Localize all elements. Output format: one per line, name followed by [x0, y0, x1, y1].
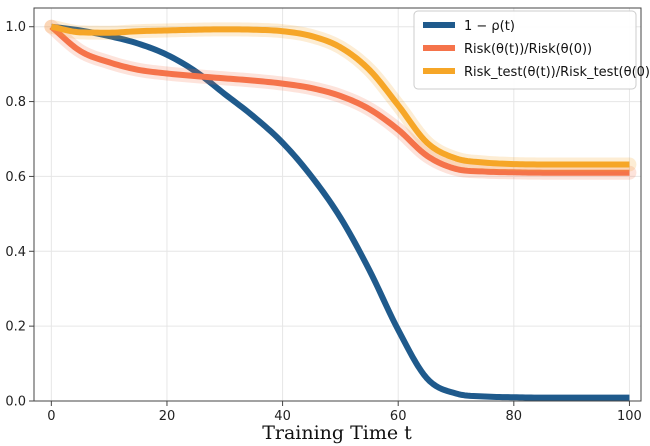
legend: 1 − ρ(t) Risk(θ(t))/Risk(θ(0)) Risk_test…: [413, 10, 650, 90]
x-tick-label: 40: [274, 409, 291, 424]
x-tick-label: 0: [47, 409, 55, 424]
series-1-line: [50, 23, 630, 401]
ticks: 0 20 40 60 80 100 0.0 0.2 0.4 0.6 0.8 1.0: [5, 20, 642, 424]
x-tick-label: 80: [506, 409, 523, 424]
x-axis-title: Training Time t: [262, 422, 412, 444]
y-tick-label: 0.2: [5, 320, 26, 335]
x-tick-label: 60: [390, 409, 407, 424]
series-2-line: [49, 24, 630, 176]
y-tick-label: 0.6: [5, 170, 26, 185]
series-lines: [44, 19, 637, 401]
legend-label-series-2: Risk(θ(t))/Risk(θ(0)): [464, 42, 592, 57]
y-tick-label: 0.8: [5, 95, 26, 110]
y-tick-label: 0.4: [5, 245, 26, 260]
legend-box: [413, 10, 637, 90]
x-tick-label: 100: [617, 409, 642, 424]
series-3-line: [50, 23, 630, 168]
plot-frame: [33, 7, 642, 402]
y-tick-label: 1.0: [5, 20, 26, 35]
x-tick-label: 20: [159, 409, 176, 424]
y-tick-label: 0.0: [5, 395, 26, 410]
legend-label-series-3: Risk_test(θ(t))/Risk_test(θ(0)): [464, 65, 650, 80]
legend-label-series-1: 1 − ρ(t): [464, 19, 515, 34]
